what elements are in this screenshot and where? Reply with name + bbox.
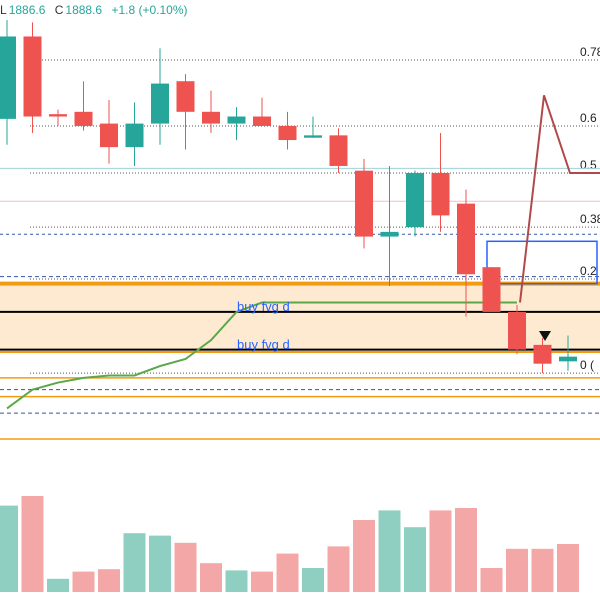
volume-bar: [302, 568, 324, 592]
candle-body: [304, 135, 322, 138]
candle-body: [559, 356, 577, 362]
fib-level-label: 0.2: [580, 264, 597, 278]
candle-body: [176, 81, 195, 112]
volume-bar: [353, 520, 375, 592]
candle-body: [23, 36, 42, 117]
candle-body: [253, 116, 271, 126]
candle-body: [74, 111, 93, 126]
low-label: L: [0, 3, 7, 17]
green-indicator-line: [6, 301, 517, 410]
volume-bar: [149, 535, 171, 592]
candle-body: [125, 123, 144, 148]
candle-body: [406, 173, 424, 228]
fib-level-label: 0.78: [580, 45, 600, 59]
volume-bar: [506, 548, 528, 592]
volume-bar: [327, 546, 350, 592]
candle-body: [278, 125, 297, 141]
volume-bar: [72, 571, 95, 592]
volume-bar: [225, 570, 248, 592]
volume-bar: [480, 568, 503, 592]
candle-body: [508, 311, 526, 350]
candle-body: [457, 203, 475, 275]
candle-body: [482, 267, 501, 312]
candle-body: [329, 135, 348, 166]
fib-level-label: 0.38: [580, 212, 600, 226]
candle-body: [533, 344, 552, 364]
volume-bar: [0, 505, 18, 592]
fvg-label: buy fvg d: [237, 337, 290, 352]
candle-body: [202, 111, 220, 124]
volume-bar: [404, 527, 426, 592]
candle-body: [0, 36, 16, 119]
candle-body: [151, 83, 169, 124]
fvg-label: buy fvg d: [237, 299, 290, 314]
volume-bar: [251, 571, 273, 592]
fib-level-label: 0.6: [580, 111, 597, 125]
close-label: C: [54, 3, 64, 17]
volume-bar: [276, 553, 299, 592]
blue-zone-box: [486, 240, 598, 285]
low-value: 1886.6: [8, 3, 46, 17]
candle-body: [49, 114, 67, 117]
volume-bar: [200, 563, 222, 592]
candle-body: [355, 170, 373, 237]
volume-bar: [378, 510, 401, 592]
down-triangle-marker: [539, 331, 551, 341]
volume-bar: [47, 578, 69, 592]
candle-body: [380, 231, 399, 237]
volume-bar: [174, 542, 197, 592]
volume-bar: [98, 569, 120, 592]
volume-bar: [123, 533, 146, 592]
brown-projection-line: [519, 95, 600, 303]
change-value: +1.8 (+0.10%): [111, 3, 188, 17]
candle-body: [431, 173, 450, 216]
fib-level-label: 0.5: [580, 158, 597, 172]
volume-bar: [21, 496, 44, 592]
candle-body: [227, 116, 246, 124]
volume-bar: [429, 510, 452, 592]
close-value: 1888.6: [65, 3, 103, 17]
volume-bar: [531, 548, 554, 592]
ohlc-readout: L 1886.6 C 1888.6 +1.8 (+0.10%): [0, 3, 194, 17]
candle-body: [100, 123, 118, 148]
volume-bar: [557, 544, 579, 592]
fib-level-label: 0 (: [580, 358, 594, 372]
volume-bar: [455, 508, 477, 592]
